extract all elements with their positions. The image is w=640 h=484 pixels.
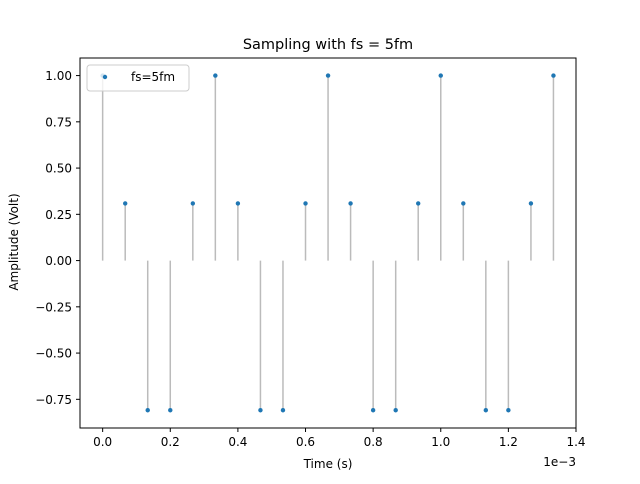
sample-point [145,408,150,413]
x-axis-offset-label: 1e−3 [543,455,576,469]
legend: fs=5fm [86,64,190,92]
sample-point [528,201,534,206]
y-tick-label: −0.25 [35,300,72,314]
y-tick-label: 1.00 [45,69,72,83]
y-tick-label: 0.75 [45,115,72,129]
sample-point [258,408,263,413]
chart-title: Sampling with fs = 5fm [243,37,413,53]
x-tick-label: 0.6 [296,435,315,449]
x-axis-label: Time (s) [303,457,353,471]
y-axis-ticks: −0.75 −0.50 −0.25 0.00 0.25 0.50 0.75 1.00 [35,69,80,407]
x-tick-label: 0.0 [93,435,112,449]
sample-point [551,73,556,78]
sample-point [190,201,196,206]
sample-point [393,408,398,413]
legend-marker [102,74,108,80]
y-tick-label: 0.25 [45,208,72,222]
sample-point [506,408,511,413]
sample-point [438,73,443,78]
y-tick-label: 0.00 [45,254,72,268]
sample-point [461,201,466,206]
y-tick-label: 0.50 [45,162,72,176]
sample-point [213,73,218,78]
sample-point [416,201,421,206]
x-axis-ticks: 0.0 0.2 0.4 0.6 0.8 1.0 1.2 1.4 [93,428,586,449]
axes-frame [79,57,577,429]
legend-box [86,64,190,92]
sample-point [123,201,128,206]
sample-point [483,408,489,413]
sample-point [280,408,286,413]
sample-point [235,201,241,206]
sample-point [325,73,331,78]
x-tick-label: 1.4 [566,435,585,449]
y-tick-label: −0.50 [35,347,72,361]
sample-point [348,201,353,206]
x-tick-label: 0.8 [364,435,383,449]
y-axis-label: Amplitude (Volt) [7,193,21,290]
sample-point [303,201,308,206]
x-tick-label: 0.4 [228,435,247,449]
x-tick-label: 1.2 [499,435,518,449]
stem-lines [101,75,555,411]
sample-point [370,408,376,413]
sample-point [168,408,173,413]
x-tick-label: 1.0 [431,435,450,449]
legend-label: fs=5fm [131,70,175,84]
x-tick-label: 0.2 [161,435,180,449]
y-tick-label: −0.75 [35,393,72,407]
